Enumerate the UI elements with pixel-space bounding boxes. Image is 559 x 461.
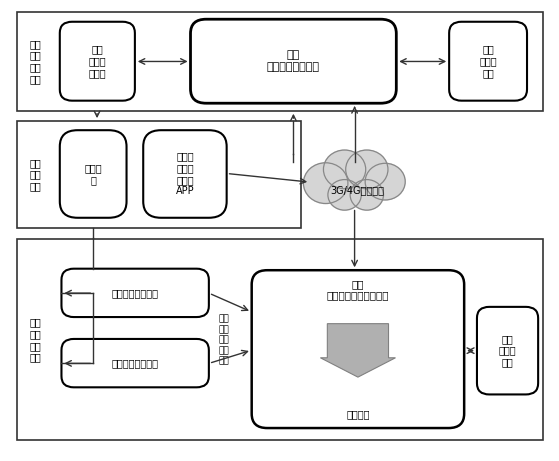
Text: 精准车牌: 精准车牌 — [346, 409, 369, 419]
Circle shape — [324, 150, 366, 189]
FancyBboxPatch shape — [60, 22, 135, 100]
FancyBboxPatch shape — [60, 130, 126, 218]
Circle shape — [365, 163, 405, 200]
Text: 用户车
辆: 用户车 辆 — [84, 163, 102, 185]
Text: 本地
车辆数
据池: 本地 车辆数 据池 — [499, 334, 517, 367]
FancyBboxPatch shape — [17, 239, 543, 440]
Circle shape — [350, 180, 383, 210]
Text: 云端
车牌预测处理系统: 云端 车牌预测处理系统 — [267, 50, 320, 72]
Text: 云端
车牌
预测
系统: 云端 车牌 预测 系统 — [30, 39, 42, 84]
Text: 前置车牌识别设备: 前置车牌识别设备 — [112, 288, 159, 298]
FancyBboxPatch shape — [61, 339, 209, 387]
FancyArrow shape — [320, 324, 395, 377]
FancyBboxPatch shape — [17, 12, 543, 111]
Circle shape — [304, 163, 348, 203]
Text: 智能手
机和专
用手机
APP: 智能手 机和专 用手机 APP — [176, 152, 195, 196]
Text: 3G/4G无线网络: 3G/4G无线网络 — [330, 185, 385, 195]
Circle shape — [345, 150, 388, 189]
Text: 车辆
用户
设备: 车辆 用户 设备 — [30, 158, 42, 191]
Text: 云端
车辆数
据池: 云端 车辆数 据池 — [479, 45, 497, 78]
Text: 云端
车辆预
测模块: 云端 车辆预 测模块 — [88, 45, 106, 78]
Text: 车道
车牌
识别
设备: 车道 车牌 识别 设备 — [30, 318, 42, 362]
Circle shape — [328, 180, 361, 210]
Circle shape — [331, 159, 378, 202]
FancyBboxPatch shape — [191, 19, 396, 103]
FancyBboxPatch shape — [17, 121, 301, 228]
Text: 后置车牌识别设备: 后置车牌识别设备 — [112, 358, 159, 368]
FancyBboxPatch shape — [61, 269, 209, 317]
FancyBboxPatch shape — [477, 307, 538, 395]
Text: 车道
二次车牌识别处理系统: 车道 二次车牌识别处理系统 — [326, 279, 389, 301]
FancyBboxPatch shape — [143, 130, 226, 218]
Ellipse shape — [309, 173, 400, 203]
Text: 车道
二次
车牌
识别
系统: 车道 二次 车牌 识别 系统 — [219, 315, 229, 365]
FancyBboxPatch shape — [252, 270, 464, 428]
FancyBboxPatch shape — [449, 22, 527, 100]
